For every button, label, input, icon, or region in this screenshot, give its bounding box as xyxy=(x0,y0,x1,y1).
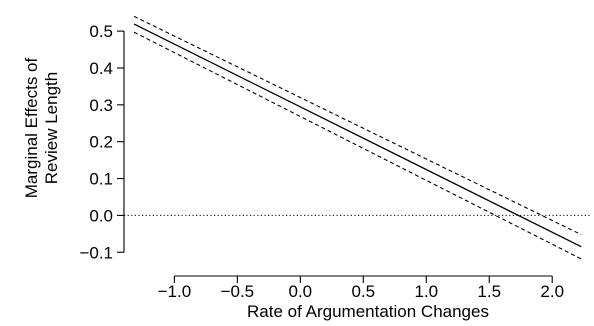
y-tick-label: 0.3 xyxy=(89,96,113,115)
y-axis-title-line-1: Marginal Effects of xyxy=(22,57,41,198)
x-tick-label: 2.0 xyxy=(540,282,564,301)
y-tick-label: 0.5 xyxy=(89,22,113,41)
x-tick-label: 1.5 xyxy=(477,282,501,301)
upper-bound-line xyxy=(133,15,582,236)
tick-labels: −0.1 0.0 0.1 0.2 0.3 0.4 0.5 −1.0 −0.5 0.0 0.5 1.0 1… xyxy=(79,22,564,301)
x-tick-label: −0.5 xyxy=(221,282,255,301)
y-axis-title: Marginal Effects of Review Length xyxy=(22,57,61,198)
x-tick-label: −1.0 xyxy=(158,282,192,301)
plot-lines xyxy=(124,15,590,260)
lower-bound-line xyxy=(133,31,582,260)
y-tick-label: 0.1 xyxy=(89,170,113,189)
x-tick-label: 0.0 xyxy=(289,282,313,301)
y-tick-label: 0.0 xyxy=(89,206,113,225)
y-axis-title-line-2: Review Length xyxy=(42,72,61,184)
y-tick-label: 0.2 xyxy=(89,133,113,152)
y-tick-label: −0.1 xyxy=(79,243,113,262)
x-tick-label: 1.0 xyxy=(414,282,438,301)
y-tick-label: 0.4 xyxy=(89,59,113,78)
axes xyxy=(117,30,553,283)
estimate-line xyxy=(133,23,582,248)
x-tick-label: 0.5 xyxy=(351,282,375,301)
x-axis-title: Rate of Argumentation Changes xyxy=(247,302,489,321)
